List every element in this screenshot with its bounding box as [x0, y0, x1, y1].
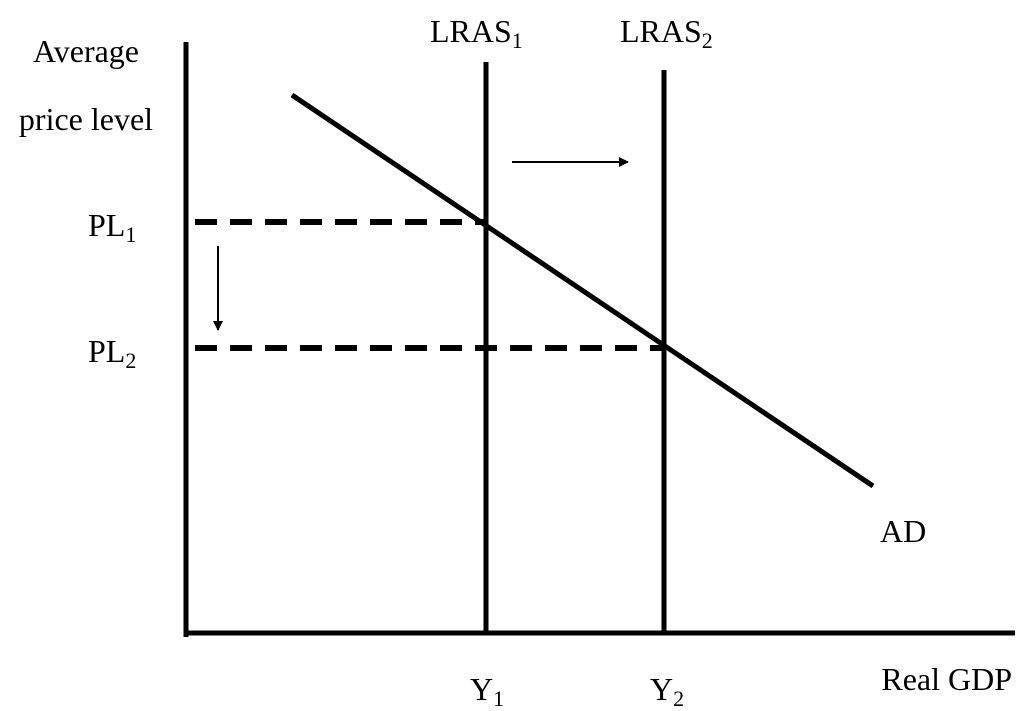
- pl1-label-sub: 1: [125, 222, 136, 247]
- y2-label: Y2: [650, 671, 684, 711]
- x-axis-label: Real GDP: [881, 661, 1012, 697]
- ad-label: AD: [880, 513, 926, 549]
- pl2-label-sub: 2: [125, 348, 136, 373]
- y2-label-base: Y: [650, 671, 673, 707]
- pl2-label: PL2: [88, 333, 136, 373]
- pl1-label: PL1: [88, 207, 136, 247]
- y-axis-label-line2: price level: [19, 101, 153, 137]
- lras2-label: LRAS2: [620, 13, 713, 53]
- lras2-label-sub: 2: [702, 28, 713, 53]
- y-axis-label-line1: Average: [33, 33, 139, 69]
- lras1-label: LRAS1: [430, 13, 523, 53]
- ad-curve: [290, 92, 875, 489]
- y2-label-sub: 2: [673, 686, 684, 711]
- y1-label-sub: 1: [493, 686, 504, 711]
- lras1-label-sub: 1: [512, 28, 523, 53]
- y1-label: Y1: [470, 671, 504, 711]
- pl1-label-base: PL: [88, 207, 125, 243]
- y1-label-base: Y: [470, 671, 493, 707]
- lras2-label-base: LRAS: [620, 13, 702, 49]
- lras1-label-base: LRAS: [430, 13, 512, 49]
- pl2-label-base: PL: [88, 333, 125, 369]
